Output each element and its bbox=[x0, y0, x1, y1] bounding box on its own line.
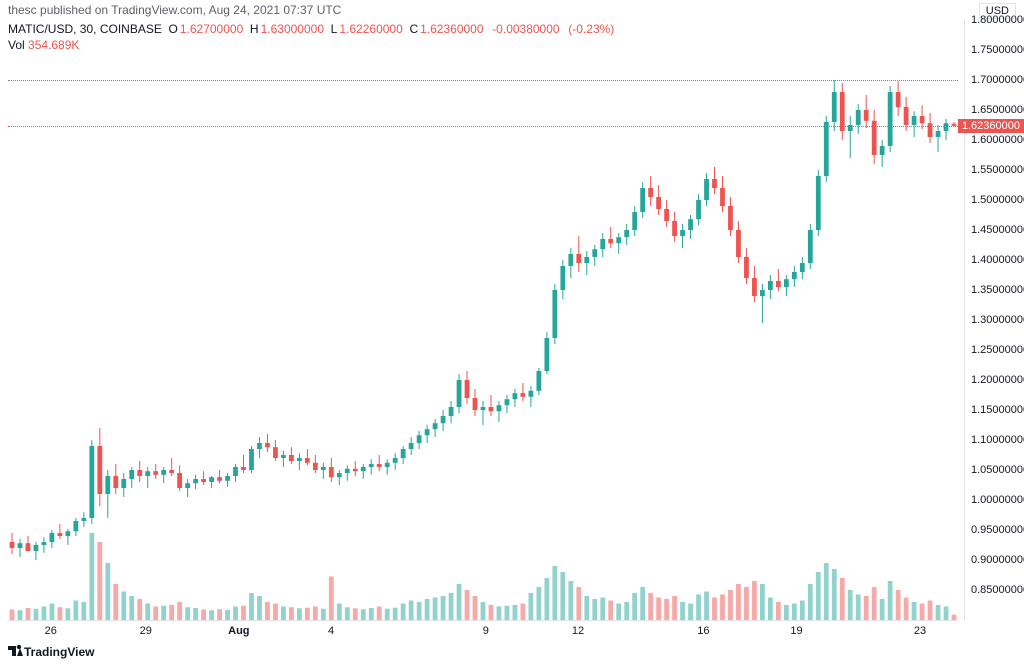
y-tick: 0.95000000 bbox=[971, 524, 1024, 536]
y-tick: 1.05000000 bbox=[971, 464, 1024, 476]
y-tick: 1.40000000 bbox=[971, 254, 1024, 266]
y-tick: 1.10000000 bbox=[971, 434, 1024, 446]
x-tick: Aug bbox=[228, 625, 249, 637]
y-tick: 1.25000000 bbox=[971, 344, 1024, 356]
x-tick: 12 bbox=[572, 625, 584, 637]
tradingview-logo[interactable]: TradingView bbox=[8, 644, 94, 659]
publish-timestamp: Aug 24, 2021 07:37 UTC bbox=[209, 3, 342, 17]
y-axis[interactable]: 1.800000001.750000001.700000001.65000000… bbox=[964, 20, 1024, 620]
y-tick: 1.20000000 bbox=[971, 374, 1024, 386]
y-tick: 1.15000000 bbox=[971, 404, 1024, 416]
x-axis[interactable]: 26 29 Aug 4 9 12 16 19 23 bbox=[8, 620, 958, 640]
logo-text: TradingView bbox=[24, 645, 94, 659]
y-tick: 1.65000000 bbox=[971, 104, 1024, 116]
x-tick: 4 bbox=[328, 625, 334, 637]
y-tick: 1.50000000 bbox=[971, 194, 1024, 206]
x-tick: 19 bbox=[790, 625, 802, 637]
publisher: thesc bbox=[8, 3, 37, 17]
y-tick: 1.35000000 bbox=[971, 284, 1024, 296]
x-tick: 9 bbox=[483, 625, 489, 637]
x-tick: 16 bbox=[697, 625, 709, 637]
y-tick: 1.80000000 bbox=[971, 14, 1024, 26]
price-chart[interactable] bbox=[8, 20, 958, 620]
y-tick: 1.60000000 bbox=[971, 134, 1024, 146]
y-tick: 1.30000000 bbox=[971, 314, 1024, 326]
y-tick: 0.90000000 bbox=[971, 554, 1024, 566]
session-high-line bbox=[8, 80, 958, 81]
last-price-tag: 1.62360000 bbox=[958, 119, 1024, 133]
last-price-line bbox=[8, 126, 958, 127]
tradingview-icon bbox=[8, 644, 22, 656]
candlestick-svg bbox=[8, 20, 958, 620]
y-tick: 1.75000000 bbox=[971, 44, 1024, 56]
y-tick: 1.55000000 bbox=[971, 164, 1024, 176]
y-tick: 0.85000000 bbox=[971, 584, 1024, 596]
chart-attribution: thesc published on TradingView.com, Aug … bbox=[8, 3, 341, 17]
x-tick: 26 bbox=[45, 625, 57, 637]
y-tick: 1.00000000 bbox=[971, 494, 1024, 506]
y-tick: 1.70000000 bbox=[971, 74, 1024, 86]
published-on: published on TradingView.com, bbox=[40, 3, 206, 17]
y-tick: 1.45000000 bbox=[971, 224, 1024, 236]
x-tick: 23 bbox=[914, 625, 926, 637]
x-tick: 29 bbox=[140, 625, 152, 637]
